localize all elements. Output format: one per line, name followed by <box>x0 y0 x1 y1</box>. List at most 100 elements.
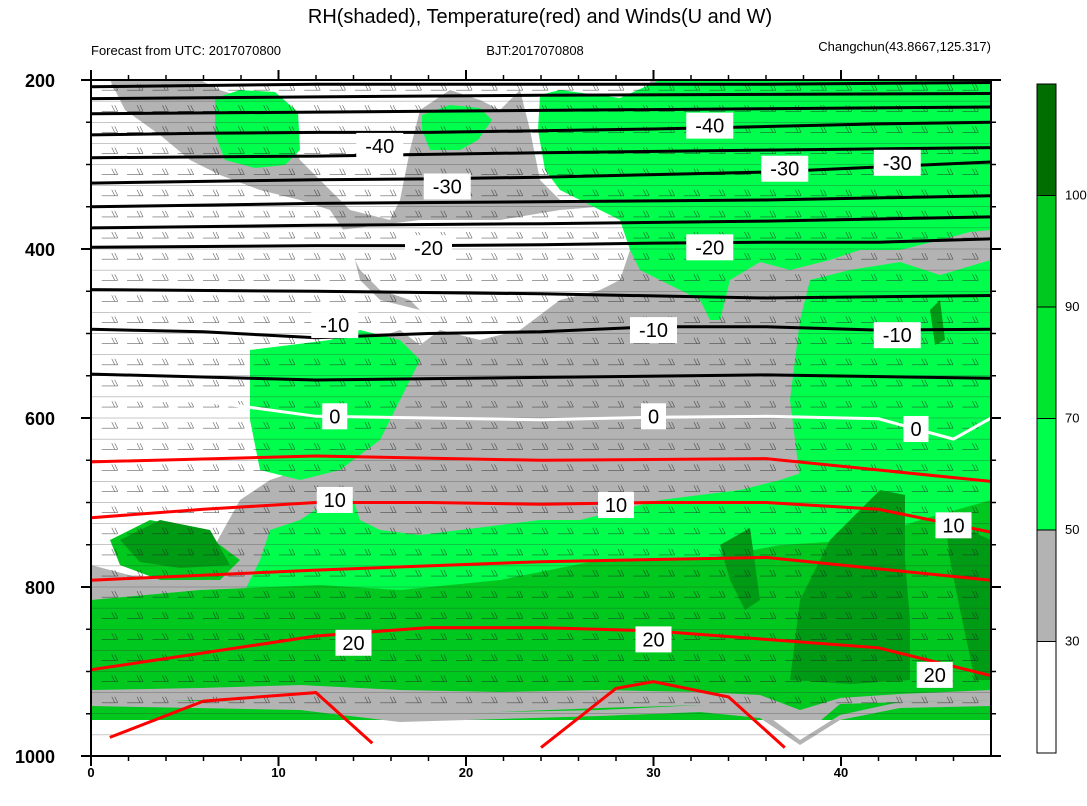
wind-barb <box>380 485 397 492</box>
wind-barb <box>354 400 372 408</box>
wind-barb <box>683 612 701 619</box>
wind-barb <box>228 654 245 661</box>
rh-region-green-top-mid <box>422 105 492 150</box>
wind-barb <box>557 591 574 598</box>
wind-barb <box>456 253 473 260</box>
wind-barb <box>456 400 473 408</box>
wind-barb <box>557 253 574 260</box>
wind-barb <box>228 231 245 239</box>
wind-barb <box>380 654 397 661</box>
contour-label-text: -30 <box>770 159 799 181</box>
wind-barb <box>405 274 422 281</box>
wind-barb <box>835 654 853 661</box>
wind-barb <box>582 548 599 556</box>
wind-barb <box>506 189 524 197</box>
wind-barb <box>481 443 498 450</box>
wind-barb <box>683 443 701 450</box>
contour-label-box <box>873 322 921 349</box>
wind-barb <box>177 422 194 429</box>
wind-barb <box>152 548 169 556</box>
wind-barb <box>304 527 321 535</box>
plot-area <box>91 80 991 756</box>
wind-barb <box>152 464 169 471</box>
wind-barb <box>582 274 599 281</box>
wind-barb <box>557 295 574 302</box>
wind-barb <box>380 231 397 239</box>
wind-barb <box>709 379 726 387</box>
wind-barb <box>481 464 498 471</box>
wind-barb <box>127 591 144 598</box>
wind-barb <box>203 485 220 492</box>
wind-barb <box>633 506 650 513</box>
wind-barb <box>380 337 397 344</box>
wind-barb <box>608 675 625 682</box>
wind-barb <box>557 231 574 239</box>
colorbar-segment <box>1036 529 1057 642</box>
forecast-subtitle: Forecast from UTC: 2017070800 <box>91 43 281 58</box>
wind-barb <box>911 548 929 556</box>
contour-label-box <box>405 235 452 262</box>
wind-barb <box>759 231 777 239</box>
wind-barb <box>101 168 119 175</box>
wind-barb <box>658 358 675 366</box>
temperature-contour-minor <box>91 81 991 89</box>
wind-barb <box>886 210 903 218</box>
wind-barb <box>329 675 346 682</box>
wind-barb <box>177 464 194 471</box>
wind-barb <box>557 379 574 387</box>
contour-label-box <box>635 626 672 653</box>
wind-barb <box>962 464 979 471</box>
wind-barb <box>177 696 194 704</box>
contour-label-text: 0 <box>648 406 659 428</box>
wind-barb <box>886 527 903 535</box>
wind-barb <box>177 147 194 154</box>
temperature-contour-minor <box>91 454 991 483</box>
contour-label-box <box>686 234 734 261</box>
wind-barb <box>734 591 751 598</box>
wind-barb <box>937 274 954 281</box>
wind-barb <box>253 379 270 387</box>
wind-barb <box>278 358 296 366</box>
wind-barb <box>633 548 650 556</box>
wind-barb <box>633 569 650 577</box>
wind-barb <box>962 696 979 704</box>
wind-barb <box>557 633 574 640</box>
wind-barb <box>152 337 169 344</box>
contour-label: 0 <box>322 403 348 430</box>
wind-barb <box>506 696 524 704</box>
wind-barb <box>177 443 194 450</box>
wind-barb <box>886 274 903 281</box>
wind-barb <box>127 569 144 577</box>
wind-barb <box>430 591 448 598</box>
wind-barb <box>582 654 599 661</box>
wind-barb <box>456 379 473 387</box>
wind-barb <box>380 253 397 260</box>
wind-barb <box>430 633 448 640</box>
wind-barb <box>861 591 878 598</box>
wind-barb <box>759 316 777 323</box>
wind-barb <box>253 548 270 556</box>
wind-barb <box>861 358 878 366</box>
wind-barb <box>506 591 524 598</box>
wind-barb <box>911 231 929 239</box>
wind-barb <box>228 295 245 302</box>
wind-barb <box>582 612 599 619</box>
wind-barb <box>304 168 321 175</box>
wind-barb <box>481 295 498 302</box>
wind-barb <box>633 654 650 661</box>
wind-barb <box>430 274 448 281</box>
wind-barb <box>709 506 726 513</box>
wind-barb <box>127 337 144 344</box>
wind-barb <box>911 633 929 640</box>
wind-barb <box>709 654 726 661</box>
wind-barb <box>835 337 853 344</box>
rh-region-green4-mid <box>720 528 760 610</box>
wind-barb <box>177 485 194 492</box>
wind-barb <box>405 358 422 366</box>
wind-barb <box>785 337 802 344</box>
wind-barb <box>203 443 220 450</box>
rh-below-surface <box>91 720 991 756</box>
wind-barb <box>430 464 448 471</box>
wind-barb <box>532 485 549 492</box>
wind-barb <box>177 358 194 366</box>
